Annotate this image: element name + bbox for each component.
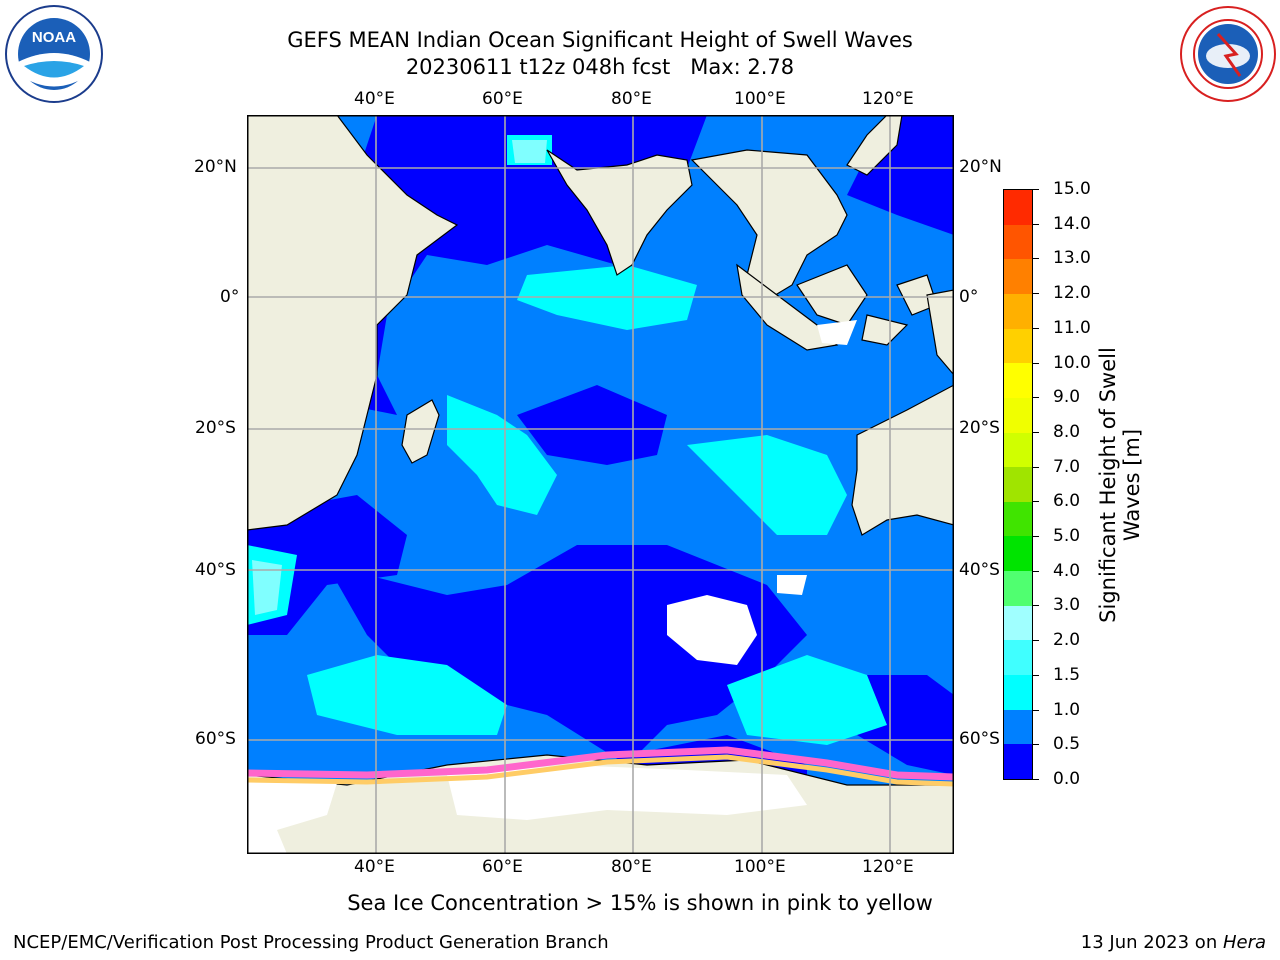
colorbar-segment bbox=[1004, 570, 1032, 606]
colorbar-ticks: 0.0 0.5 1.0 1.5 2.0 3.0 4.0 5.0 6.0 7.0 8.0 9.0 10.0… bbox=[1033, 179, 1093, 789]
lon-label-top: 120°E bbox=[862, 89, 914, 109]
date-prefix: 13 Jun 2023 on bbox=[1080, 932, 1223, 953]
lat-label-left: 40°S bbox=[195, 560, 236, 580]
colorbar-segment bbox=[1004, 639, 1032, 676]
sea-ice-edge-yellow bbox=[247, 754, 954, 787]
colorbar-tick-mark bbox=[1033, 397, 1039, 399]
colorbar-tick-mark bbox=[1033, 640, 1039, 642]
colorbar-tick-label: 15.0 bbox=[1053, 179, 1091, 199]
colorbar-segment bbox=[1004, 674, 1032, 710]
chart-title-line1: GEFS MEAN Indian Ocean Significant Heigh… bbox=[287, 28, 913, 52]
lat-label-left: 20°S bbox=[195, 418, 236, 438]
chart-title-line2: 20230611 t12z 048h fcst Max: 2.78 bbox=[405, 55, 795, 79]
nws-logo bbox=[1178, 4, 1278, 104]
colorbar-tick-label: 6.0 bbox=[1053, 491, 1081, 512]
colorbar-tick-mark bbox=[1033, 674, 1039, 676]
colorbar-tick-mark bbox=[1033, 779, 1039, 780]
colorbar-tick-label: 5.0 bbox=[1053, 526, 1081, 547]
colorbar-segment bbox=[1004, 743, 1032, 779]
date-text: 13 Jun 2023 on Hera bbox=[1081, 932, 1266, 953]
colorbar-tick-label: 10.0 bbox=[1053, 352, 1091, 373]
colorbar-tick-mark bbox=[1033, 189, 1039, 190]
colorbar-segment bbox=[1004, 328, 1032, 364]
lat-label-right: 60°S bbox=[959, 729, 1000, 749]
colorbar-label-line1: Significant Height of Swell bbox=[1096, 347, 1120, 623]
colorbar-tick-mark bbox=[1033, 466, 1039, 468]
colorbar-tick-mark bbox=[1033, 293, 1039, 295]
colorbar-tick-label: 4.0 bbox=[1053, 560, 1081, 581]
colorbar-segment bbox=[1004, 397, 1032, 433]
lon-label-bottom: 100°E bbox=[734, 857, 786, 877]
colorbar-tick-mark bbox=[1033, 536, 1039, 538]
colorbar-tick-mark bbox=[1033, 501, 1039, 503]
colorbar-segment bbox=[1004, 535, 1032, 572]
colorbar-segment bbox=[1004, 432, 1032, 468]
lon-label-bottom: 80°E bbox=[611, 857, 652, 877]
sea-ice-edge-pink bbox=[247, 746, 954, 781]
colorbar-segment bbox=[1004, 224, 1032, 260]
colorbar-tick-label: 11.0 bbox=[1053, 317, 1091, 338]
colorbar-tick-mark bbox=[1033, 258, 1039, 260]
no-data-regions bbox=[247, 320, 857, 854]
colorbar-tick-mark bbox=[1033, 744, 1039, 746]
lon-label-top: 40°E bbox=[354, 89, 395, 109]
colorbar-tick-label: 0.5 bbox=[1053, 734, 1081, 755]
colorbar-segment bbox=[1004, 605, 1032, 641]
colorbar-tick-mark bbox=[1033, 605, 1039, 607]
colorbar-tick-label: 0.0 bbox=[1053, 769, 1081, 789]
colorbar bbox=[1003, 189, 1033, 780]
noaa-logo: NOAA bbox=[4, 4, 104, 104]
lat-label-right: 20°N bbox=[959, 157, 1002, 177]
colorbar-tick-label: 13.0 bbox=[1053, 248, 1091, 269]
colorbar-tick-mark bbox=[1033, 223, 1039, 225]
colorbar-segment bbox=[1004, 362, 1032, 398]
colorbar-tick-label: 7.0 bbox=[1053, 456, 1081, 477]
lat-label-left: 60°S bbox=[195, 729, 236, 749]
colorbar-tick-mark bbox=[1033, 362, 1039, 364]
colorbar-tick-label: 12.0 bbox=[1053, 283, 1091, 304]
colorbar-label-line2: Waves [m] bbox=[1120, 428, 1144, 542]
peak-swell-regions bbox=[252, 140, 547, 615]
colorbar-segment bbox=[1004, 466, 1032, 502]
colorbar-tick-mark bbox=[1033, 570, 1039, 572]
colorbar-tick-mark bbox=[1033, 431, 1039, 433]
colorbar-segment bbox=[1004, 501, 1032, 537]
colorbar-tick-label: 1.0 bbox=[1053, 699, 1081, 720]
lon-label-top: 60°E bbox=[482, 89, 523, 109]
colorbar-segment bbox=[1004, 709, 1032, 745]
lon-label-bottom: 40°E bbox=[354, 857, 395, 877]
colorbar-tick-mark bbox=[1033, 709, 1039, 711]
colorbar-segment bbox=[1004, 258, 1032, 294]
colorbar-tick-label: 3.0 bbox=[1053, 595, 1081, 616]
credit-text: NCEP/EMC/Verification Post Processing Pr… bbox=[13, 932, 609, 953]
sea-ice-note: Sea Ice Concentration > 15% is shown in … bbox=[347, 891, 933, 915]
lon-label-bottom: 60°E bbox=[482, 857, 523, 877]
lat-label-left: 20°N bbox=[194, 157, 237, 177]
lat-label-right: 0° bbox=[959, 287, 979, 307]
swell-height-map bbox=[247, 115, 954, 854]
lon-label-top: 80°E bbox=[611, 89, 652, 109]
colorbar-tick-label: 2.0 bbox=[1053, 630, 1081, 651]
lat-label-left: 0° bbox=[220, 287, 240, 307]
machine-name: Hera bbox=[1222, 932, 1266, 953]
lon-label-bottom: 120°E bbox=[862, 857, 914, 877]
lon-label-top: 100°E bbox=[734, 89, 786, 109]
colorbar-tick-mark bbox=[1033, 327, 1039, 329]
lat-label-right: 20°S bbox=[959, 418, 1000, 438]
noaa-logo-text: NOAA bbox=[32, 29, 76, 46]
colorbar-tick-label: 14.0 bbox=[1053, 213, 1091, 234]
graticule bbox=[247, 115, 954, 854]
colorbar-tick-label: 9.0 bbox=[1053, 387, 1081, 408]
colorbar-tick-label: 1.5 bbox=[1053, 664, 1081, 685]
colorbar-tick-label: 8.0 bbox=[1053, 421, 1081, 442]
colorbar-segment bbox=[1004, 189, 1032, 225]
lat-label-right: 40°S bbox=[959, 560, 1000, 580]
colorbar-segment bbox=[1004, 293, 1032, 329]
